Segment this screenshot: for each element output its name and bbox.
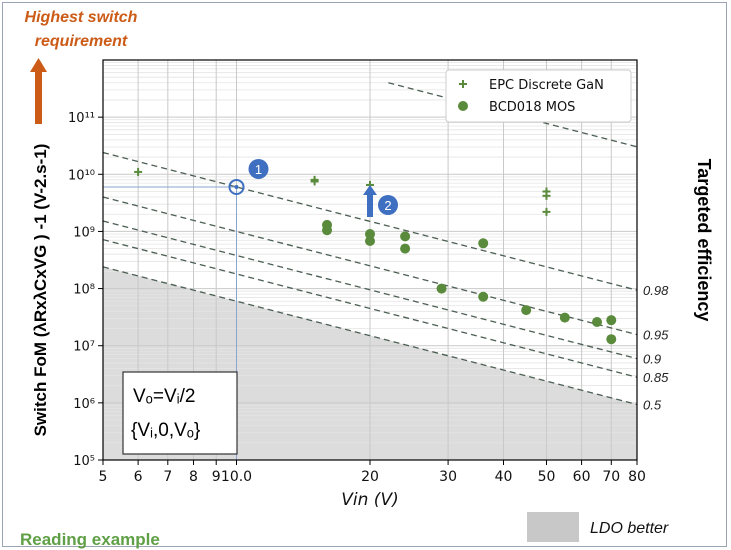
- ldo-legend-label: LDO better: [590, 520, 669, 537]
- y-tick-label: 10¹⁰: [68, 168, 95, 183]
- mos-point: [400, 231, 411, 242]
- note-line-1: Highest switch: [24, 9, 138, 26]
- gan-point: [542, 207, 551, 216]
- x-axis-label: Vin (V): [341, 490, 398, 510]
- equation-line-1: Vₒ=Vᵢ/2: [133, 386, 195, 407]
- legend-box: [445, 69, 632, 123]
- marker-1-badge: [248, 158, 269, 179]
- efficiency-label-0.95: 0.95: [643, 328, 669, 343]
- mos-point: [559, 312, 570, 323]
- legend-marker-gan: [459, 80, 467, 88]
- reading-point-ring: [228, 178, 245, 195]
- data-points: [134, 167, 617, 345]
- y-tick-label: 10⁵: [73, 454, 95, 469]
- mos-point: [606, 334, 617, 345]
- mos-point: [521, 305, 532, 316]
- efficiency-line-0.5: [103, 266, 637, 406]
- mos-point: [322, 225, 333, 236]
- efficiency-label-0.9: 0.9: [643, 352, 661, 367]
- x-tick-label: 50: [538, 469, 556, 485]
- y-tick-label: 10⁶: [73, 397, 95, 412]
- y-tick-label: 10⁹: [73, 225, 95, 240]
- reading-example-caption: Reading example: [20, 530, 160, 549]
- efficiency-line-0.9: [103, 220, 637, 360]
- y-tick-label: 10⁸: [73, 283, 95, 298]
- mos-point: [436, 283, 447, 294]
- mos-point: [592, 317, 603, 328]
- x-tick-label: 8: [189, 469, 198, 485]
- equation-box-border: [122, 371, 238, 455]
- x-tick-label: 5: [99, 469, 108, 485]
- x-tick-label: 70: [602, 469, 620, 485]
- x-tick-label: 20: [361, 469, 379, 485]
- efficiency-label-0.98: 0.98: [643, 283, 669, 298]
- x-tick-label: 6: [134, 469, 143, 485]
- mos-point: [365, 235, 375, 246]
- ldo-legend-swatch: [527, 512, 579, 542]
- marker-2-badge: [378, 195, 398, 215]
- orange-arrow-head: [30, 58, 47, 72]
- gan-point: [542, 191, 551, 200]
- x-tick-label: 60: [573, 469, 591, 485]
- efficiency-lines: [103, 82, 637, 460]
- efficiency-line-0.85: [103, 238, 637, 378]
- gan-point: [134, 167, 143, 176]
- reading-point-dot: [234, 184, 239, 189]
- efficiency-line-0.98: [103, 151, 637, 291]
- marker-1-number: 1: [255, 162, 262, 177]
- legend: EPC Discrete GaN BCD018 MOS: [445, 69, 632, 123]
- efficiency-label-0.5: 0.5: [643, 397, 662, 412]
- efficiency-line-top: [388, 82, 637, 148]
- mos-point: [365, 229, 375, 240]
- equation-box: Vₒ=Vᵢ/2 {Vᵢ,0,Vₒ}: [122, 371, 238, 455]
- mos-point: [606, 315, 617, 326]
- equation-line-2: {Vᵢ,0,Vₒ}: [131, 420, 200, 441]
- efficiency-label-0.85: 0.85: [643, 370, 669, 385]
- y-tick-label: 10⁷: [73, 340, 95, 355]
- note-line-2: requirement: [34, 33, 128, 50]
- legend-label-gan: EPC Discrete GaN: [489, 78, 604, 93]
- x-tick-label: 9: [212, 469, 221, 485]
- orange-arrow-shaft: [35, 70, 42, 124]
- highest-switch-requirement-note: Highest switch requirement: [6, 6, 156, 54]
- x-tick-label: 80: [628, 469, 646, 485]
- marker-2-arrow-shaft: [367, 193, 373, 217]
- gan-point: [310, 177, 319, 186]
- axes: 0.98 0.95 0.9 0.85 0.5 5 6 7 8 9 10.0 20 30 40 50 60 70 8…: [31, 59, 714, 510]
- mos-point: [478, 291, 489, 302]
- marker-2-number: 2: [384, 198, 391, 213]
- x-tick-label: 10.0: [221, 469, 252, 485]
- y-tick-label: 10¹¹: [68, 111, 95, 126]
- annotations: Vₒ=Vᵢ/2 {Vᵢ,0,Vₒ} 1 2: [30, 58, 398, 455]
- efficiency-line-0.95: [103, 196, 637, 336]
- mos-point: [400, 243, 411, 254]
- legend-label-mos: BCD018 MOS: [489, 100, 575, 115]
- y-axis-label: Switch FoM (λRxλCxVG ) -1 (V-2.s-1): [31, 144, 50, 437]
- mos-point: [478, 238, 489, 249]
- x-tick-label: 30: [439, 469, 457, 485]
- marker-2-arrow-head: [363, 185, 377, 195]
- y2-axis-label: Targeted efficiency: [694, 159, 714, 322]
- x-tick-label: 7: [163, 469, 172, 485]
- x-tick-label: 40: [495, 469, 513, 485]
- legend-marker-mos: [458, 101, 468, 111]
